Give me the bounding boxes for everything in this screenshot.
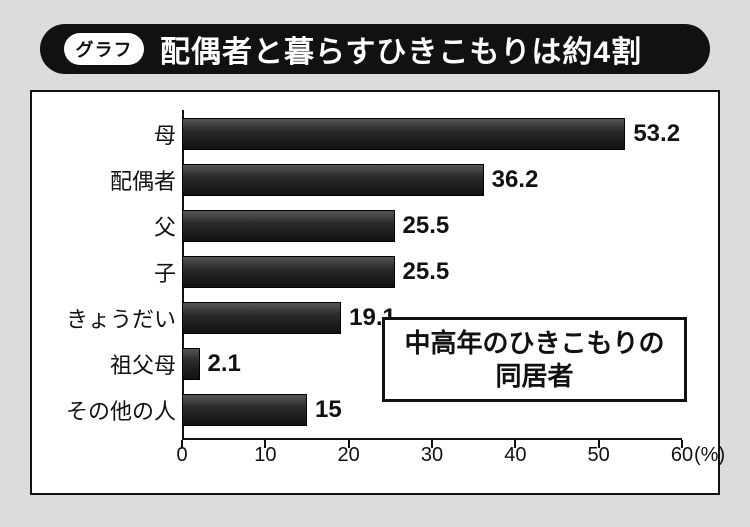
bar [182, 164, 484, 196]
bar [182, 118, 625, 150]
bar-value-label: 36.2 [492, 166, 539, 194]
x-tick-label: 20 [338, 444, 360, 467]
header-badge-label: グラフ [76, 36, 133, 62]
x-tick-label: 10 [254, 444, 276, 467]
header-title-text: 配偶者と暮らすひきこもりは約4割 [160, 27, 642, 71]
inset-label-box: 中高年のひきこもりの 同居者 [382, 317, 687, 402]
bar [182, 348, 200, 380]
x-tick-label: 40 [504, 444, 526, 467]
chart-frame: 53.236.225.525.519.12.115 中高年のひきこもりの 同居者… [30, 90, 720, 495]
header-title: 配偶者と暮らすひきこもりは約4割 [160, 24, 642, 74]
header-badge: グラフ [64, 33, 144, 65]
category-label: 父 [154, 210, 176, 242]
category-label: 母 [154, 118, 176, 150]
x-tick-label: 50 [588, 444, 610, 467]
bar-value-label: 15 [315, 396, 342, 424]
category-label: 子 [154, 256, 176, 288]
chart: 53.236.225.525.519.12.115 中高年のひきこもりの 同居者… [32, 92, 722, 497]
bar-value-label: 25.5 [403, 212, 450, 240]
bar-value-label: 53.2 [633, 120, 680, 148]
bar-value-label: 2.1 [208, 350, 241, 378]
bar [182, 256, 395, 288]
bar-value-label: 25.5 [403, 258, 450, 286]
category-label: きょうだい [66, 302, 176, 334]
x-tick-label: 30 [421, 444, 443, 467]
chart-header: グラフ 配偶者と暮らすひきこもりは約4割 [40, 24, 710, 74]
category-label: 配偶者 [110, 164, 176, 196]
bar [182, 394, 307, 426]
inset-label-text: 中高年のひきこもりの 同居者 [404, 327, 664, 392]
category-label: その他の人 [66, 394, 176, 426]
x-tick-label: 0 [176, 444, 187, 467]
x-axis-unit: (%) [694, 444, 725, 467]
x-tick-label: 60 [671, 444, 693, 467]
bar [182, 210, 395, 242]
bar [182, 302, 341, 334]
category-label: 祖父母 [110, 348, 176, 380]
